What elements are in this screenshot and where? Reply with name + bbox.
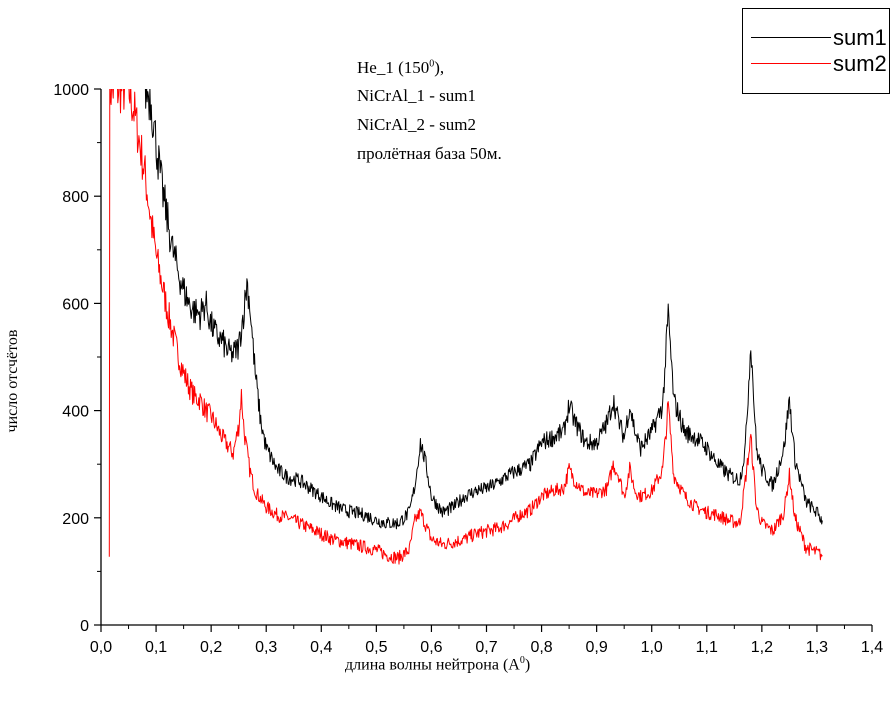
legend-label-sum2: sum2: [833, 51, 887, 76]
x-tick-label: 1,3: [806, 639, 828, 656]
y-tick-label: 600: [62, 296, 89, 313]
x-tick-label: 0,6: [420, 639, 442, 656]
x-tick-label: 1,2: [751, 639, 773, 656]
annotation-line-1: He_1 (1500),: [357, 58, 445, 77]
x-tick-label: 0,0: [90, 639, 112, 656]
y-tick-label: 800: [62, 189, 89, 206]
x-tick-label: 0,7: [475, 639, 497, 656]
legend-label-sum1: sum1: [833, 25, 887, 50]
y-tick-label: 200: [62, 511, 89, 528]
annotation-line-3: NiCrAl_2 - sum2: [357, 115, 476, 134]
x-tick-label: 1,1: [696, 639, 718, 656]
x-tick-label: 0,3: [255, 639, 277, 656]
y-tick-label: 0: [80, 618, 89, 635]
x-tick-label: 0,5: [365, 639, 387, 656]
axes: 0,0 0,1 0,2 0,3 0,4 0,5 0,6 0,7 0,8 0,9 1,0 1,1 1,2 1…: [53, 82, 883, 656]
annotation-line-2: NiCrAl_1 - sum1: [357, 86, 476, 105]
legend-item-sum1: sum1: [743, 23, 891, 53]
legend-item-sum2: sum2: [743, 49, 891, 79]
x-tick-label: 0,4: [310, 639, 332, 656]
legend-swatch-sum1: [751, 37, 831, 38]
legend: sum1 sum2: [742, 8, 890, 94]
series-line-sum2: [108, 89, 823, 565]
y-tick-label: 400: [62, 404, 89, 421]
y-axis-label: число отсчётов: [4, 329, 21, 433]
x-tick-label: 0,1: [145, 639, 167, 656]
series-layer: [108, 89, 823, 565]
x-tick-label: 1,0: [641, 639, 663, 656]
x-tick-label: 0,2: [200, 639, 222, 656]
x-tick-label: 0,9: [586, 639, 608, 656]
x-tick-label: 0,8: [530, 639, 552, 656]
annotation-line-4: пролётная база 50м.: [357, 144, 502, 163]
x-axis-label: длина волны нейтрона (A0): [345, 655, 531, 674]
x-tick-label: 1,4: [861, 639, 883, 656]
legend-swatch-sum2: [751, 63, 831, 64]
series-line-sum1: [144, 89, 823, 530]
y-tick-label: 1000: [53, 82, 89, 99]
